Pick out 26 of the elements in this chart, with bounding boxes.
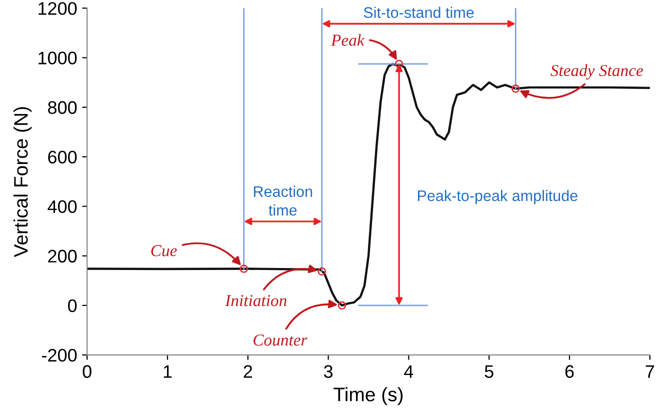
annotation: Steady Stance [550,64,643,80]
x-axis-title: Time (s) [334,387,403,406]
x-tick-label: 2 [244,365,252,378]
x-tick-label: 6 [565,365,574,378]
annotation: Initiation [225,295,286,306]
y-tick-label: 0 [68,299,77,312]
x-tick-label: 0 [82,365,92,378]
x-tick-label: 7 [646,365,654,378]
x-tick-label: 1 [164,365,172,378]
annotation: Cue [151,245,177,256]
y-tick-label: 400 [48,200,77,214]
y-axis-title: Vertical Force (N) [14,107,32,258]
x-tick-label: 4 [404,365,414,378]
annotation: Counter [254,334,308,346]
annotation: Peak-to-peak amplitude [418,190,578,204]
x-tick-label: 5 [484,365,494,378]
x-tick-label: 3 [324,365,333,378]
annotation: Reaction time [254,186,312,216]
y-tick-label: 1000 [38,52,77,64]
y-tick-label: -200 [42,348,77,362]
y-tick-label: 200 [48,250,77,263]
y-tick-label: 800 [48,101,77,114]
y-tick-label: 1200 [38,2,77,15]
y-tick-label: 600 [48,150,77,164]
annotation: Sit-to-stand time [364,6,474,18]
annotation: Peak [330,34,365,46]
